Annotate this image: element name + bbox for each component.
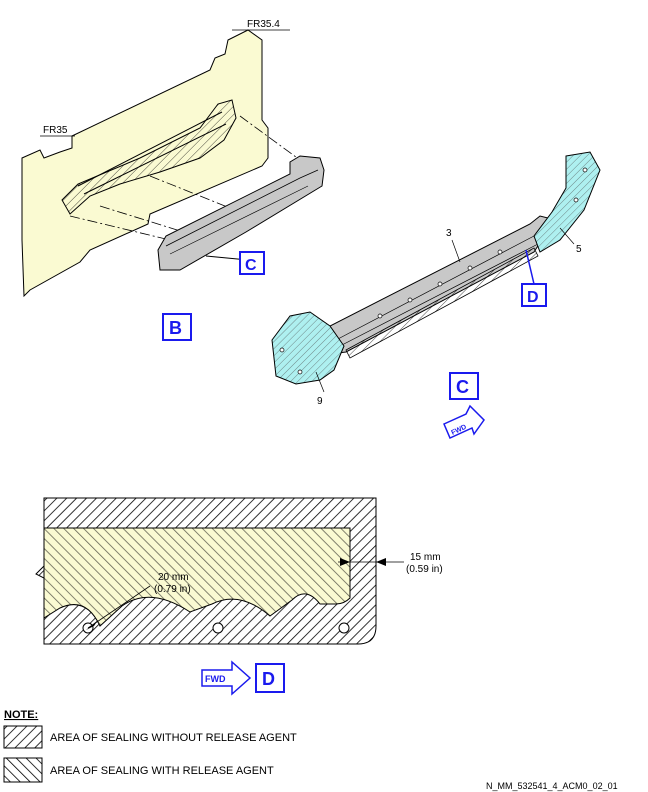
legend-swatch-without xyxy=(3,725,43,749)
dim-20mm: 20 mm xyxy=(158,572,189,583)
dim-15in: (0.59 in) xyxy=(406,564,443,575)
label-fr35: FR35 xyxy=(43,125,68,136)
callout-box-c xyxy=(239,251,265,275)
legend-without: AREA OF SEALING WITHOUT RELEASE AGENT xyxy=(50,732,297,744)
fwd-arrow-iso: FWD xyxy=(443,404,485,439)
cutout-sealing-upper xyxy=(61,99,237,215)
dim-20in: (0.79 in) xyxy=(154,584,191,595)
view-label-b: B xyxy=(169,318,182,338)
item-5: 5 xyxy=(576,244,582,255)
item-9: 9 xyxy=(317,396,323,407)
callout-box-d xyxy=(521,283,547,307)
view-label-d: D xyxy=(262,669,275,689)
item-3: 3 xyxy=(446,228,452,239)
fwd-label-flat: FWD xyxy=(205,674,226,684)
reference-code: N_MM_532541_4_ACM0_02_01 xyxy=(486,781,618,791)
view-box-b xyxy=(162,313,192,341)
view-box-c xyxy=(449,372,479,400)
label-fr35-4: FR35.4 xyxy=(247,19,280,30)
view-b-part xyxy=(157,155,325,271)
dim-15mm: 15 mm xyxy=(410,552,441,563)
note-title: NOTE: xyxy=(4,709,38,721)
view-b-structure: FR35.4 FR35 xyxy=(21,19,301,298)
view-label-c: C xyxy=(456,377,469,397)
callout-d: D xyxy=(527,289,539,306)
view-d-section xyxy=(35,497,377,645)
view-c-part xyxy=(271,151,601,385)
legend-swatch-with xyxy=(3,757,43,783)
fwd-arrow-flat: FWD xyxy=(201,660,252,696)
view-box-d xyxy=(255,663,285,693)
legend-with: AREA OF SEALING WITH RELEASE AGENT xyxy=(50,765,274,777)
callout-c: C xyxy=(245,257,257,274)
